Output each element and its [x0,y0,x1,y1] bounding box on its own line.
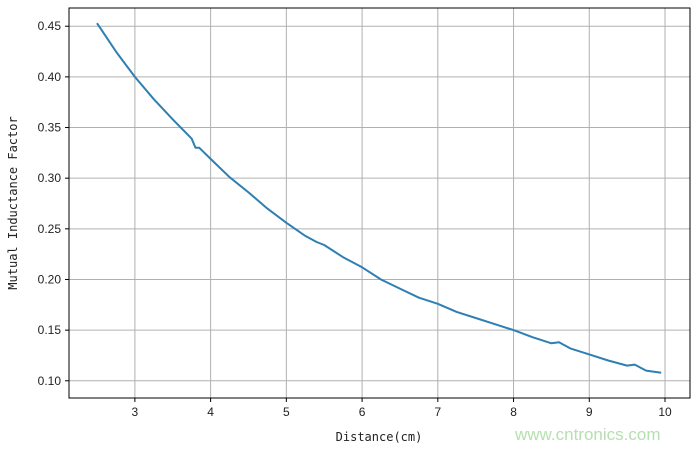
y-tick-label: 0.35 [38,121,62,135]
y-tick-label: 0.40 [38,70,62,84]
x-tick-label: 4 [207,405,214,419]
y-tick-label: 0.10 [38,374,62,388]
y-tick-label: 0.20 [38,272,62,286]
y-tick-label: 0.25 [38,222,62,236]
series-line [96,22,662,374]
x-tick-label: 3 [132,405,139,419]
plot-frame [68,7,691,399]
x-tick-label: 10 [658,405,672,419]
y-tick-label: 0.15 [38,323,62,337]
x-axis-label: Distance(cm) [336,430,423,444]
x-tick-label: 8 [510,405,517,419]
x-tick-label: 5 [283,405,290,419]
grid [65,8,690,402]
x-tick-label: 7 [434,405,441,419]
y-axis-label: Mutual Inductance Factor [6,116,20,289]
x-tick-label: 9 [586,405,593,419]
y-tick-label: 0.30 [38,171,62,185]
y-tick-label: 0.45 [38,19,62,33]
watermark: www.cntronics.com [515,425,661,444]
tick-labels: 3 4 5 6 7 8 9 10 0.10 0.15 0.20 0.25 0.30 0.35 0.40 0.4… [38,19,672,419]
x-tick-label: 6 [359,405,366,419]
